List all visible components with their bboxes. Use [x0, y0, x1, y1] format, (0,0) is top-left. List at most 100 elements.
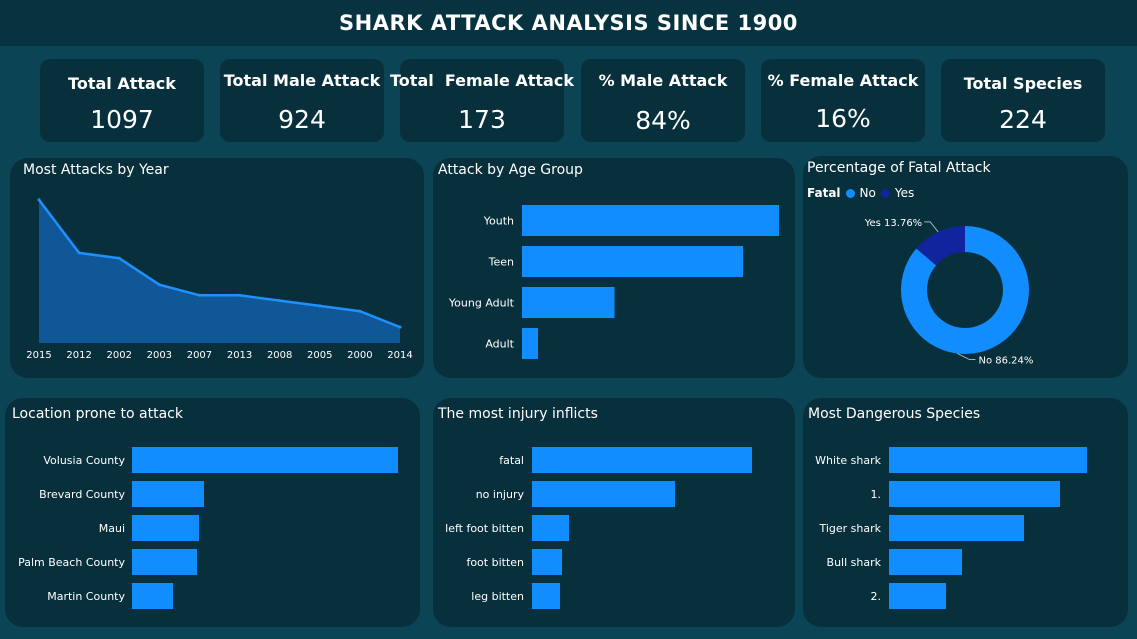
- kpi-label: Total Attack: [68, 74, 176, 93]
- category-label: Youth: [483, 215, 514, 228]
- category-label: Maui: [99, 522, 125, 535]
- bar: [532, 549, 562, 575]
- kpi-label: % Female Attack: [767, 71, 919, 90]
- slice-no: [901, 226, 1029, 354]
- panel-species[interactable]: Most Dangerous Species White shark 1. Tige…: [803, 398, 1128, 627]
- kpi-total-species[interactable]: Total Species 224: [941, 59, 1105, 142]
- legend-yes-swatch: [880, 188, 890, 198]
- x-tick-label: 2000: [347, 350, 372, 361]
- kpi-percent-male-attack[interactable]: % Male Attack 84%: [581, 59, 745, 142]
- bar: [532, 515, 569, 541]
- data-point: [358, 309, 362, 313]
- panel-title: The most injury inflicts: [438, 406, 598, 422]
- slice-yes: [916, 226, 965, 266]
- kpi-label: Total Female Attack: [390, 71, 574, 90]
- x-tick-label: 2003: [147, 350, 172, 361]
- kpi-total-attack[interactable]: Total Attack 1097: [40, 59, 204, 142]
- bar: [532, 481, 675, 507]
- x-tick-label: 2007: [187, 350, 212, 361]
- panel-title: Percentage of Fatal Attack: [807, 160, 991, 176]
- legend-title: Fatal: [807, 186, 841, 200]
- leader-line-no: [957, 353, 976, 361]
- data-label-no: No 86.24%: [978, 356, 1033, 367]
- attack-by-age-group-chart: Youth Teen Young Adult Adult: [448, 205, 779, 359]
- panel-injury[interactable]: The most injury inflicts fatal no injury l…: [433, 398, 795, 627]
- category-label: Brevard County: [39, 488, 125, 501]
- attacks-by-year-chart: 2015 2012 2002 2003 2007 2013 2008 2005 2000 2014: [26, 198, 413, 361]
- data-point: [37, 198, 41, 202]
- bar: [522, 246, 744, 277]
- kpi-value: 84%: [635, 106, 691, 135]
- fatal-legend: Fatal No Yes: [807, 186, 914, 200]
- data-point: [117, 256, 121, 260]
- category-label: Adult: [485, 338, 514, 351]
- panel-attacks-by-year[interactable]: Most Attacks by Year 2015 2012 2002 2003 200…: [10, 158, 424, 378]
- kpi-value: 16%: [815, 104, 871, 133]
- bar: [532, 583, 560, 609]
- category-label: Martin County: [47, 590, 125, 603]
- leader-line-yes: [924, 221, 939, 233]
- panel-title: Attack by Age Group: [438, 162, 583, 178]
- x-tick-label: 2012: [66, 350, 91, 361]
- panel-title: Location prone to attack: [12, 406, 183, 422]
- data-point: [157, 283, 161, 287]
- x-tick-label: 2014: [387, 350, 412, 361]
- bar: [889, 549, 962, 575]
- x-tick-label: 2008: [267, 350, 292, 361]
- x-tick-label: 2015: [26, 350, 51, 361]
- kpi-value: 224: [999, 105, 1047, 134]
- bar: [522, 287, 615, 318]
- panel-attack-by-age-group[interactable]: Attack by Age Group Youth Teen Young Adult…: [433, 158, 795, 378]
- category-label: Teen: [488, 256, 514, 269]
- data-point: [398, 325, 402, 329]
- fatal-donut-chart: No 86.24% Yes 13.76%: [864, 218, 1034, 367]
- category-label: 2.: [871, 590, 882, 603]
- kpi-percent-female-attack[interactable]: % Female Attack 16%: [761, 59, 925, 142]
- data-point: [238, 293, 242, 297]
- panel-title: Most Attacks by Year: [23, 162, 169, 178]
- kpi-total-female-attack[interactable]: Total Female Attack 173: [390, 59, 574, 142]
- species-chart: White shark 1. Tiger shark Bull shark 2.: [815, 447, 1087, 609]
- category-label: fatal: [499, 454, 524, 467]
- kpi-label: Total Species: [963, 74, 1083, 93]
- x-tick-label: 2005: [307, 350, 332, 361]
- dashboard-header: SHARK ATTACK ANALYSIS SINCE 1900: [0, 0, 1137, 46]
- panel-title: Most Dangerous Species: [808, 406, 981, 422]
- category-label: Tiger shark: [818, 522, 881, 535]
- category-label: foot bitten: [466, 556, 524, 569]
- x-tick-label: 2002: [106, 350, 131, 361]
- injury-chart: fatal no injury left foot bitten foot bitte…: [445, 447, 752, 609]
- legend-yes-label: Yes: [894, 186, 915, 200]
- kpi-value: 1097: [90, 105, 154, 134]
- kpi-label: % Male Attack: [598, 71, 728, 90]
- data-point: [77, 251, 81, 255]
- category-label: leg bitten: [471, 590, 524, 603]
- data-point: [278, 299, 282, 303]
- data-point: [318, 304, 322, 308]
- category-label: Young Adult: [448, 297, 515, 310]
- bar: [889, 447, 1087, 473]
- bar: [132, 481, 204, 507]
- bar: [132, 515, 199, 541]
- bar: [532, 447, 752, 473]
- panel-fatal-attack[interactable]: Percentage of Fatal Attack Fatal No Yes …: [803, 156, 1128, 378]
- dashboard-title: SHARK ATTACK ANALYSIS SINCE 1900: [339, 11, 798, 35]
- bar: [889, 515, 1024, 541]
- bar: [522, 328, 538, 359]
- x-tick-label: 2013: [227, 350, 252, 361]
- category-label: 1.: [871, 488, 882, 501]
- legend-no-swatch: [845, 188, 855, 198]
- kpi-total-male-attack[interactable]: Total Male Attack 924: [220, 59, 384, 142]
- kpi-value: 924: [278, 105, 326, 134]
- category-label: no injury: [476, 488, 525, 501]
- area-fill: [39, 199, 400, 343]
- category-label: Palm Beach County: [18, 556, 125, 569]
- panel-location[interactable]: Location prone to attack Volusia County B…: [5, 398, 420, 627]
- bar: [889, 583, 946, 609]
- bar: [132, 583, 173, 609]
- series-line: [38, 199, 401, 329]
- legend-no-label: No: [859, 186, 876, 200]
- kpi-value: 173: [458, 105, 506, 134]
- bar: [132, 549, 197, 575]
- bar: [889, 481, 1060, 507]
